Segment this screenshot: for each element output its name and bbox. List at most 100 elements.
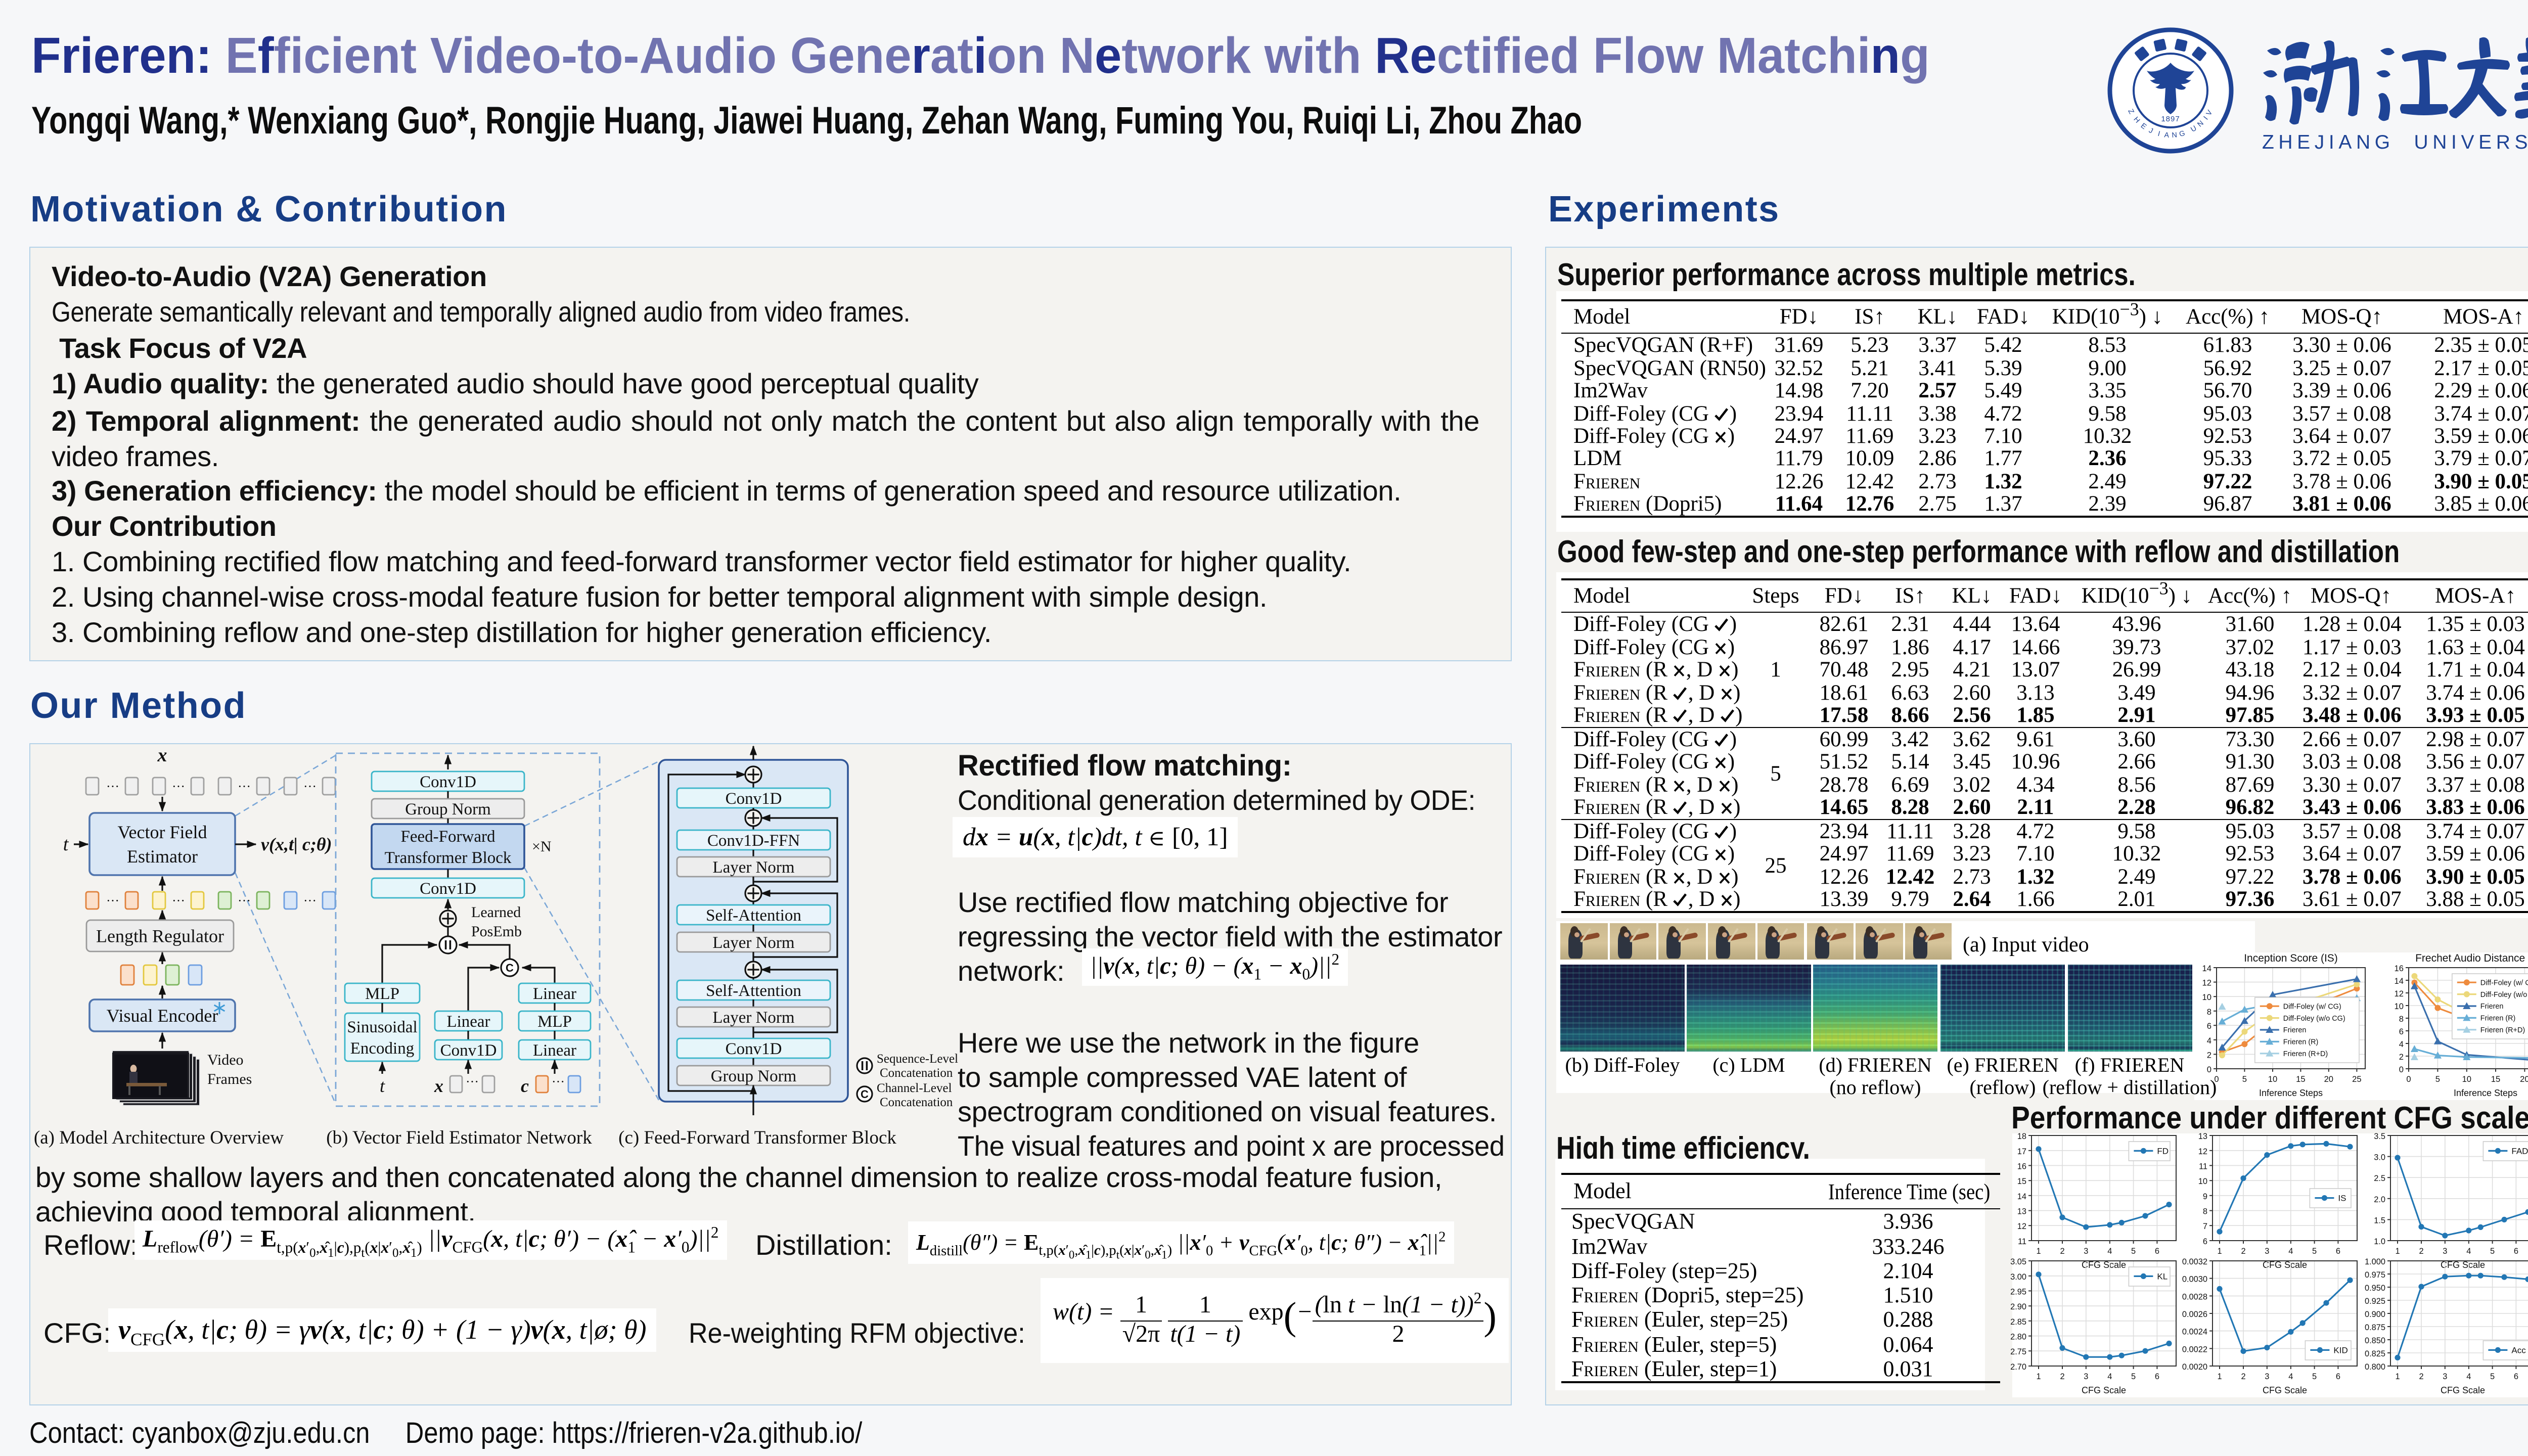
- svg-text:x: x: [434, 1076, 443, 1096]
- svg-text:8: 8: [2399, 1014, 2404, 1024]
- svg-text:t: t: [380, 1076, 385, 1096]
- svg-text:CFG Scale: CFG Scale: [2082, 1385, 2126, 1395]
- svg-text:14: 14: [2395, 976, 2404, 986]
- svg-text:3: 3: [2084, 1372, 2088, 1381]
- svg-text:Visual Encoder: Visual Encoder: [107, 1006, 218, 1026]
- svg-text:x: x: [157, 745, 167, 766]
- svg-text:5: 5: [2131, 1372, 2136, 1381]
- svg-text:Linear: Linear: [533, 1041, 576, 1060]
- svg-text:1897: 1897: [2161, 115, 2180, 123]
- svg-text:MLP: MLP: [537, 1013, 572, 1031]
- svg-text:2.95: 2.95: [2010, 1287, 2026, 1296]
- svg-text:3.5: 3.5: [2374, 1132, 2385, 1141]
- svg-text:5: 5: [2312, 1372, 2317, 1381]
- svg-text:Concatenation: Concatenation: [880, 1096, 953, 1109]
- svg-text:Conv1D-FFN: Conv1D-FFN: [707, 832, 800, 850]
- svg-text:2: 2: [2419, 1372, 2423, 1381]
- svg-text:1: 1: [2395, 1372, 2400, 1381]
- svg-text:10: 10: [2202, 992, 2211, 1002]
- svg-text:Linear: Linear: [446, 1013, 490, 1031]
- svg-text:17: 17: [2017, 1147, 2026, 1156]
- svg-text:2: 2: [2241, 1247, 2245, 1256]
- svg-text:Frieren (R): Frieren (R): [2480, 1015, 2516, 1023]
- svg-text:6: 6: [2155, 1247, 2159, 1256]
- svg-text:0: 0: [2399, 1065, 2404, 1074]
- svg-text:8: 8: [2203, 1207, 2207, 1216]
- svg-text:Frieren: Frieren: [2480, 1003, 2504, 1011]
- svg-text:6: 6: [2155, 1372, 2159, 1381]
- svg-text:FAD: FAD: [2511, 1147, 2528, 1156]
- svg-text:Frieren: Frieren: [2283, 1026, 2307, 1034]
- svg-text:PosEmb: PosEmb: [471, 923, 522, 940]
- svg-text:Sinusoidal: Sinusoidal: [347, 1018, 417, 1036]
- svg-text:G: G: [2179, 129, 2186, 139]
- svg-text:···: ···: [172, 779, 185, 794]
- svg-text:6: 6: [2336, 1372, 2340, 1381]
- svg-text:3.05: 3.05: [2010, 1257, 2026, 1266]
- svg-text:(c) Feed-Forward Transformer B: (c) Feed-Forward Transformer Block: [618, 1127, 896, 1148]
- svg-text:CFG Scale: CFG Scale: [2441, 1260, 2485, 1270]
- svg-text:KL: KL: [2157, 1272, 2168, 1282]
- svg-text:Frieren (R+D): Frieren (R+D): [2283, 1050, 2328, 1058]
- svg-text:2.70: 2.70: [2010, 1362, 2026, 1372]
- svg-text:2.5: 2.5: [2374, 1174, 2385, 1183]
- svg-text:4: 4: [2466, 1247, 2471, 1256]
- svg-text:5: 5: [2312, 1247, 2317, 1256]
- svg-text:KID: KID: [2333, 1346, 2348, 1355]
- svg-text:Conv1D: Conv1D: [420, 773, 476, 791]
- svg-text:4: 4: [2107, 1247, 2112, 1256]
- svg-text:3: 3: [2084, 1247, 2088, 1256]
- svg-text:15: 15: [2296, 1074, 2305, 1084]
- svg-text:25: 25: [2352, 1074, 2361, 1084]
- svg-text:Conv1D: Conv1D: [726, 1040, 782, 1058]
- svg-text:Self-Attention: Self-Attention: [706, 906, 801, 925]
- svg-text:1: 1: [2395, 1247, 2400, 1256]
- svg-text:(b) Vector Field Estimator Net: (b) Vector Field Estimator Network: [326, 1127, 592, 1148]
- svg-text:I: I: [2157, 130, 2161, 138]
- svg-text:12: 12: [2202, 978, 2211, 988]
- svg-text:0.0020: 0.0020: [2182, 1362, 2207, 1372]
- svg-text:2: 2: [2241, 1372, 2245, 1381]
- svg-text:c: c: [521, 1076, 529, 1096]
- svg-text:Estimator: Estimator: [127, 846, 198, 867]
- svg-text:t: t: [63, 834, 69, 855]
- svg-text:2.0: 2.0: [2374, 1195, 2385, 1204]
- svg-text:7: 7: [2203, 1222, 2207, 1231]
- svg-text:Frechet Audio Distance (FAD): Frechet Audio Distance (FAD): [2415, 952, 2528, 964]
- svg-text:2.75: 2.75: [2010, 1347, 2026, 1356]
- svg-text:Group Norm: Group Norm: [405, 800, 491, 818]
- svg-text:Frames: Frames: [207, 1071, 252, 1087]
- svg-text:Vector Field: Vector Field: [118, 822, 207, 842]
- svg-text:0: 0: [2207, 1065, 2211, 1074]
- svg-text:A: A: [2164, 131, 2170, 140]
- svg-text:Conv1D: Conv1D: [420, 880, 476, 898]
- svg-text:CFG Scale: CFG Scale: [2263, 1385, 2307, 1395]
- svg-text:12: 12: [2395, 989, 2404, 998]
- svg-text:0: 0: [2406, 1074, 2411, 1084]
- svg-text:11: 11: [2199, 1162, 2207, 1171]
- svg-text:0.850: 0.850: [2365, 1336, 2385, 1345]
- svg-text:Channel-Level: Channel-Level: [877, 1081, 952, 1095]
- svg-text:···: ···: [172, 893, 185, 908]
- svg-text:Frieren (R): Frieren (R): [2283, 1038, 2319, 1046]
- svg-text:Diff-Foley (w/ CG): Diff-Foley (w/ CG): [2480, 979, 2528, 987]
- svg-text:Feed-Forward: Feed-Forward: [401, 828, 495, 846]
- svg-text:15: 15: [2491, 1074, 2500, 1084]
- svg-text:1: 1: [2217, 1372, 2222, 1381]
- svg-text:0.0026: 0.0026: [2182, 1310, 2207, 1319]
- svg-text:Concatenation: Concatenation: [880, 1066, 953, 1080]
- svg-text:4: 4: [2399, 1039, 2404, 1049]
- svg-text:Sequence-Level: Sequence-Level: [877, 1052, 958, 1066]
- svg-text:Conv1D: Conv1D: [440, 1041, 497, 1060]
- svg-text:Inference Steps: Inference Steps: [2454, 1088, 2517, 1098]
- svg-text:10: 10: [2462, 1074, 2471, 1084]
- svg-text:0: 0: [2214, 1074, 2219, 1084]
- svg-text:Linear: Linear: [533, 985, 576, 1003]
- svg-text:5: 5: [2490, 1247, 2495, 1256]
- svg-text:4: 4: [2288, 1247, 2293, 1256]
- svg-text:6: 6: [2399, 1027, 2404, 1036]
- svg-text:Group Norm: Group Norm: [711, 1067, 797, 1085]
- svg-text:6: 6: [2203, 1237, 2207, 1246]
- svg-text:1: 1: [2217, 1247, 2222, 1256]
- svg-text:5: 5: [2131, 1247, 2136, 1256]
